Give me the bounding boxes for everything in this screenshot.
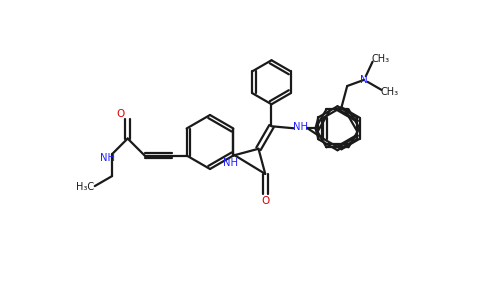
Text: O: O xyxy=(117,109,125,118)
Text: O: O xyxy=(261,196,270,206)
Text: CH₃: CH₃ xyxy=(372,54,390,64)
Text: NH: NH xyxy=(100,153,115,163)
Text: H₃C: H₃C xyxy=(76,182,94,192)
Text: CH₃: CH₃ xyxy=(380,87,398,97)
Text: N: N xyxy=(360,75,368,85)
Text: NH: NH xyxy=(293,122,308,132)
Text: NH: NH xyxy=(223,158,238,169)
